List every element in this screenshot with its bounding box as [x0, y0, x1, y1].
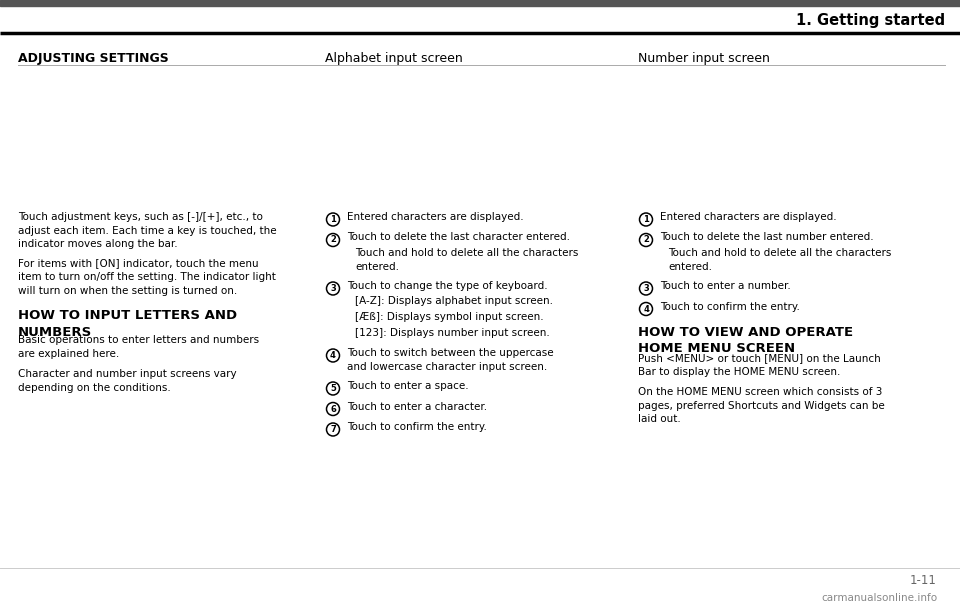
- Text: Touch to enter a space.: Touch to enter a space.: [347, 381, 468, 391]
- Text: [Æß]: Displays symbol input screen.: [Æß]: Displays symbol input screen.: [355, 312, 543, 322]
- Text: 1: 1: [643, 215, 649, 224]
- Text: 5: 5: [330, 384, 336, 393]
- Text: [123]: Displays number input screen.: [123]: Displays number input screen.: [355, 327, 550, 337]
- Text: Number input screen: Number input screen: [638, 52, 770, 65]
- Text: Touch to confirm the entry.: Touch to confirm the entry.: [660, 301, 800, 312]
- Text: HOW TO VIEW AND OPERATE
HOME MENU SCREEN: HOW TO VIEW AND OPERATE HOME MENU SCREEN: [638, 326, 853, 356]
- Text: 3: 3: [330, 284, 336, 293]
- Text: Touch to switch between the uppercase
and lowercase character input screen.: Touch to switch between the uppercase an…: [347, 348, 554, 371]
- Text: ADJUSTING SETTINGS: ADJUSTING SETTINGS: [18, 52, 169, 65]
- Text: Touch and hold to delete all the characters
entered.: Touch and hold to delete all the charact…: [355, 248, 578, 272]
- Bar: [0, 0, 960, 6]
- Text: Character and number input screens vary
depending on the conditions.: Character and number input screens vary …: [18, 369, 236, 393]
- Text: Touch and hold to delete all the characters
entered.: Touch and hold to delete all the charact…: [668, 248, 892, 272]
- Text: 2: 2: [643, 235, 649, 244]
- Text: Basic operations to enter letters and numbers
are explained here.: Basic operations to enter letters and nu…: [18, 335, 259, 359]
- Text: 4: 4: [330, 351, 336, 360]
- Text: 6: 6: [330, 404, 336, 414]
- Text: HOW TO INPUT LETTERS AND
NUMBERS: HOW TO INPUT LETTERS AND NUMBERS: [18, 309, 237, 338]
- Text: Touch adjustment keys, such as [-]/[+], etc., to
adjust each item. Each time a k: Touch adjustment keys, such as [-]/[+], …: [18, 212, 276, 249]
- Text: Entered characters are displayed.: Entered characters are displayed.: [660, 212, 836, 222]
- Text: 1. Getting started: 1. Getting started: [796, 12, 945, 27]
- Text: Touch to delete the last character entered.: Touch to delete the last character enter…: [347, 233, 570, 243]
- Text: Push <MENU> or touch [MENU] on the Launch
Bar to display the HOME MENU screen.: Push <MENU> or touch [MENU] on the Launc…: [638, 353, 880, 376]
- Text: 4: 4: [643, 304, 649, 313]
- Text: Touch to confirm the entry.: Touch to confirm the entry.: [347, 422, 487, 432]
- Text: 1: 1: [330, 215, 336, 224]
- Text: 1-11: 1-11: [910, 574, 937, 588]
- Text: 7: 7: [330, 425, 336, 434]
- Text: 2: 2: [330, 235, 336, 244]
- Text: Alphabet input screen: Alphabet input screen: [325, 52, 463, 65]
- Text: Entered characters are displayed.: Entered characters are displayed.: [347, 212, 523, 222]
- Text: Touch to delete the last number entered.: Touch to delete the last number entered.: [660, 233, 874, 243]
- Text: carmanualsonline.info: carmanualsonline.info: [821, 593, 937, 603]
- Text: Touch to enter a number.: Touch to enter a number.: [660, 281, 791, 291]
- Text: For items with [ON] indicator, touch the menu
item to turn on/off the setting. T: For items with [ON] indicator, touch the…: [18, 258, 276, 296]
- Text: On the HOME MENU screen which consists of 3
pages, preferred Shortcuts and Widge: On the HOME MENU screen which consists o…: [638, 387, 885, 424]
- Text: [A-Z]: Displays alphabet input screen.: [A-Z]: Displays alphabet input screen.: [355, 296, 553, 307]
- Text: Touch to enter a character.: Touch to enter a character.: [347, 401, 487, 411]
- Text: 3: 3: [643, 284, 649, 293]
- Text: Touch to change the type of keyboard.: Touch to change the type of keyboard.: [347, 281, 547, 291]
